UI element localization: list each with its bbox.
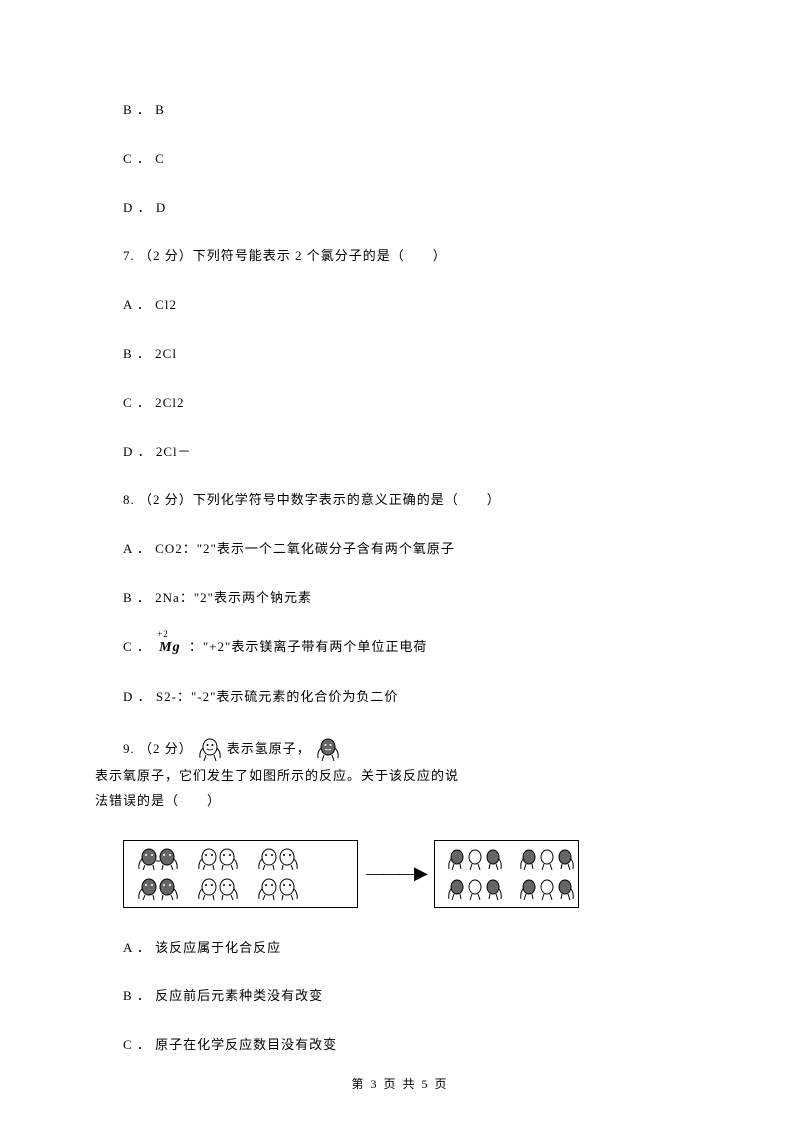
h2-column-1 [194, 847, 242, 901]
mg-symbol: +2 Mg [155, 637, 184, 659]
q7-option-c: C ． 2Cl2 [95, 393, 705, 414]
q9-mid2: 表示氧原子，它们发生了如图所示的反应。关于该反应的说 [95, 766, 459, 787]
q8-stem: 8. （2 分）下列化学符号中数字表示的意义正确的是（ ） [95, 490, 705, 511]
q7-stem: 7. （2 分）下列符号能表示 2 个氯分子的是（ ） [95, 246, 705, 267]
h2o-molecule-icon [517, 877, 577, 901]
reaction-arrow-icon: ———▶ [366, 863, 426, 884]
prev-option-c: C ． C [95, 149, 705, 170]
h2o-column [445, 847, 505, 901]
q9-pre: 9. （2 分） [95, 739, 193, 760]
q7-option-a: A ． Cl2 [95, 295, 705, 316]
hydrogen-atom-icon [197, 736, 223, 762]
reaction-diagram: ———▶ [123, 840, 705, 908]
h2-molecule-icon [254, 877, 302, 901]
mg-superscript: +2 [157, 627, 169, 641]
h2o-column [517, 847, 577, 901]
h2o-molecule-icon [517, 847, 577, 871]
q9-stem: 9. （2 分） 表示氢原子， 表示氧原子，它们发生了如图所示的反应。关于该反应… [95, 736, 705, 812]
h2o-molecule-icon [445, 847, 505, 871]
o2-column [134, 847, 182, 901]
h2-molecule-icon [254, 847, 302, 871]
prev-option-d: D ． D [95, 198, 705, 219]
q7-option-b: B ． 2Cl [95, 344, 705, 365]
page-footer: 第 3 页 共 5 页 [0, 1075, 800, 1092]
mg-text: Mg [159, 640, 180, 655]
h2-column-2 [254, 847, 302, 901]
q9-tail: 法错误的是（ ） [95, 791, 705, 812]
q8-option-c: C ． +2 Mg ："+2"表示镁离子带有两个单位正电荷 [95, 637, 705, 659]
q8-option-d: D ． S2-："-2"表示硫元素的化合价为负二价 [95, 687, 705, 708]
o2-molecule-icon [134, 877, 182, 901]
q8-c-pre: C ． [123, 639, 151, 654]
h2-molecule-icon [194, 877, 242, 901]
oxygen-atom-icon [315, 736, 341, 762]
h2-molecule-icon [194, 847, 242, 871]
q8-option-a: A ． CO2："2"表示一个二氧化碳分子含有两个氧原子 [95, 539, 705, 560]
q8-option-b: B ． 2Na："2"表示两个钠元素 [95, 588, 705, 609]
h2o-molecule-icon [445, 877, 505, 901]
reactants-box [123, 840, 358, 908]
q9-option-b: B ． 反应前后元素种类没有改变 [95, 986, 705, 1007]
q9-mid1: 表示氢原子， [227, 739, 311, 760]
prev-option-b: B ． B [95, 100, 705, 121]
q8-c-post: ："+2"表示镁离子带有两个单位正电荷 [189, 639, 427, 654]
q7-option-d: D ． 2Cl－ [95, 442, 705, 463]
q9-option-a: A ． 该反应属于化合反应 [95, 938, 705, 959]
q9-option-c: C ． 原子在化学反应数目没有改变 [95, 1035, 705, 1056]
products-box [434, 840, 579, 908]
o2-molecule-icon [134, 847, 182, 871]
